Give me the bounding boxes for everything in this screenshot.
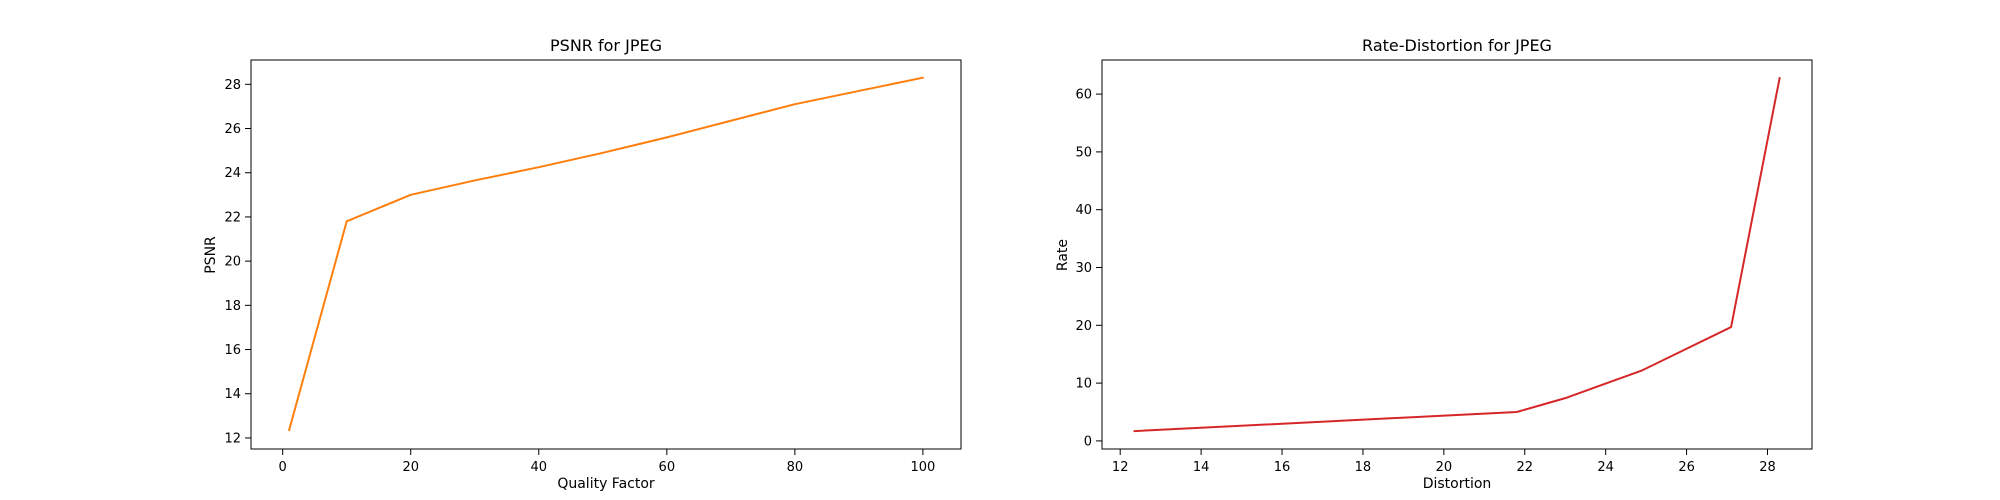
y-tick-label: 22 (224, 210, 241, 225)
y-tick-label: 12 (224, 431, 241, 446)
plot-frame (250, 59, 962, 450)
y-axis-label: PSNR (203, 236, 219, 274)
y-tick-label: 30 (1075, 261, 1092, 276)
x-tick-label: 26 (1678, 460, 1695, 475)
x-axis-label: Distortion (1423, 476, 1492, 492)
plot-frame (1101, 59, 1813, 450)
x-tick-label: 14 (1193, 460, 1210, 475)
tick-layer: 0 20 40 60 80 100 12 14 16 18 20 22 24 26 28 (224, 78, 935, 475)
x-tick-label: 20 (402, 460, 419, 475)
series-line (288, 76, 924, 432)
y-tick-label: 24 (224, 166, 241, 181)
x-tick-label: 0 (279, 460, 287, 475)
y-tick-label: 28 (224, 78, 241, 93)
x-tick-label: 80 (787, 460, 804, 475)
x-tick-label: 20 (1436, 460, 1453, 475)
y-tick-label: 40 (1075, 203, 1092, 218)
x-tick-label: 60 (659, 460, 676, 475)
tick-layer: 12 14 16 18 20 22 24 26 28 0 10 20 30 40 50 60 (1075, 88, 1775, 475)
y-tick-label: 0 (1084, 434, 1092, 449)
y-tick-label: 26 (224, 122, 241, 137)
y-tick-label: 50 (1075, 145, 1092, 160)
x-tick-label: 24 (1597, 460, 1614, 475)
y-tick-label: 20 (224, 255, 241, 270)
y-tick-label: 18 (224, 299, 241, 314)
y-tick-label: 16 (224, 343, 241, 358)
series-line (1133, 76, 1781, 433)
rate-distortion-chart: Rate-Distortion for JPEG Distortion Rate… (1055, 36, 1813, 492)
y-tick-label: 14 (224, 387, 241, 402)
chart-title: Rate-Distortion for JPEG (1362, 36, 1552, 55)
x-tick-label: 22 (1516, 460, 1533, 475)
x-tick-label: 28 (1759, 460, 1776, 475)
x-tick-label: 16 (1274, 460, 1291, 475)
y-axis-label: Rate (1055, 239, 1071, 271)
x-tick-label: 12 (1112, 460, 1129, 475)
x-tick-label: 18 (1355, 460, 1372, 475)
x-axis-label: Quality Factor (557, 476, 655, 492)
x-tick-label: 40 (531, 460, 548, 475)
y-tick-label: 60 (1075, 88, 1092, 103)
y-tick-label: 10 (1075, 377, 1092, 392)
psnr-chart: PSNR for JPEG Quality Factor PSNR 0 20 40 6… (203, 36, 962, 492)
series-layer (288, 76, 924, 432)
y-tick-label: 20 (1075, 319, 1092, 334)
chart-title: PSNR for JPEG (550, 36, 662, 55)
series-layer (1133, 76, 1781, 433)
x-tick-label: 100 (910, 460, 935, 475)
